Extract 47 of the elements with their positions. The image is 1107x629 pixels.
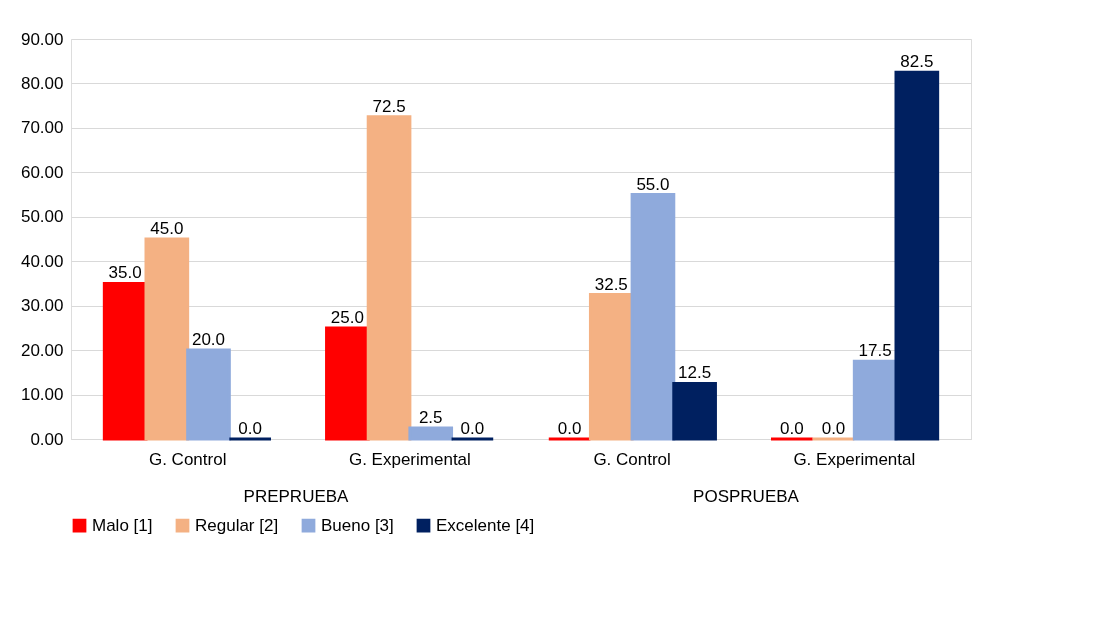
- data-label: 25.0: [330, 307, 364, 327]
- bar: [186, 348, 231, 441]
- y-tick-label: 60.00: [20, 162, 64, 182]
- y-tick-label: 50.00: [20, 207, 64, 227]
- y-tick-label: 90.00: [20, 29, 64, 49]
- data-label: 45.0: [150, 219, 184, 238]
- data-label: 0.0: [780, 419, 804, 438]
- y-tick-label: 10.00: [20, 385, 64, 405]
- bar: [672, 381, 717, 441]
- y-tick-label: 40.00: [20, 251, 64, 271]
- data-label: 35.0: [108, 263, 142, 283]
- bar: [588, 293, 634, 441]
- y-tick-label: 70.00: [20, 118, 64, 138]
- y-tick-label: 0.00: [30, 429, 64, 449]
- data-label: 0.0: [557, 419, 582, 438]
- data-label: 12.5: [678, 363, 712, 383]
- bar: [102, 281, 148, 441]
- x-tick-label: G. Control: [593, 449, 671, 469]
- data-label: 0.0: [460, 419, 485, 438]
- data-label: 55.0: [636, 174, 670, 194]
- bar: [630, 193, 676, 441]
- data-label: 17.5: [858, 341, 892, 361]
- text: POSPRUEBA: [693, 487, 800, 506]
- bar: [894, 70, 940, 441]
- data-label: 72.5: [372, 96, 406, 116]
- bar: [408, 426, 454, 441]
- y-tick-label: 80.00: [20, 73, 64, 93]
- x-tick-label: G. Experimental: [348, 449, 471, 469]
- data-label: 82.5: [900, 52, 934, 72]
- bar: [144, 237, 190, 441]
- y-tick-label: 30.00: [20, 296, 64, 316]
- data-label: 20.0: [191, 330, 226, 350]
- bar: [366, 115, 412, 441]
- legend-label: Bueno [3]: [321, 515, 394, 535]
- x-tick-label: G. Control: [148, 449, 227, 469]
- data-label: 2.5: [418, 407, 443, 427]
- data-label: 0.0: [238, 419, 262, 438]
- bar: [325, 326, 370, 441]
- bar: [852, 359, 898, 441]
- y-tick-label: 20.00: [20, 340, 64, 360]
- legend-label: Regular [2]: [195, 515, 279, 535]
- x-tick-label: G. Experimental: [793, 449, 916, 469]
- data-label: 0.0: [821, 419, 846, 438]
- legend-label: Malo [1]: [92, 515, 153, 535]
- text: PREPRUEBA: [243, 487, 350, 506]
- legend-label: Excelente [4]: [436, 515, 535, 535]
- data-label: 32.5: [594, 274, 628, 294]
